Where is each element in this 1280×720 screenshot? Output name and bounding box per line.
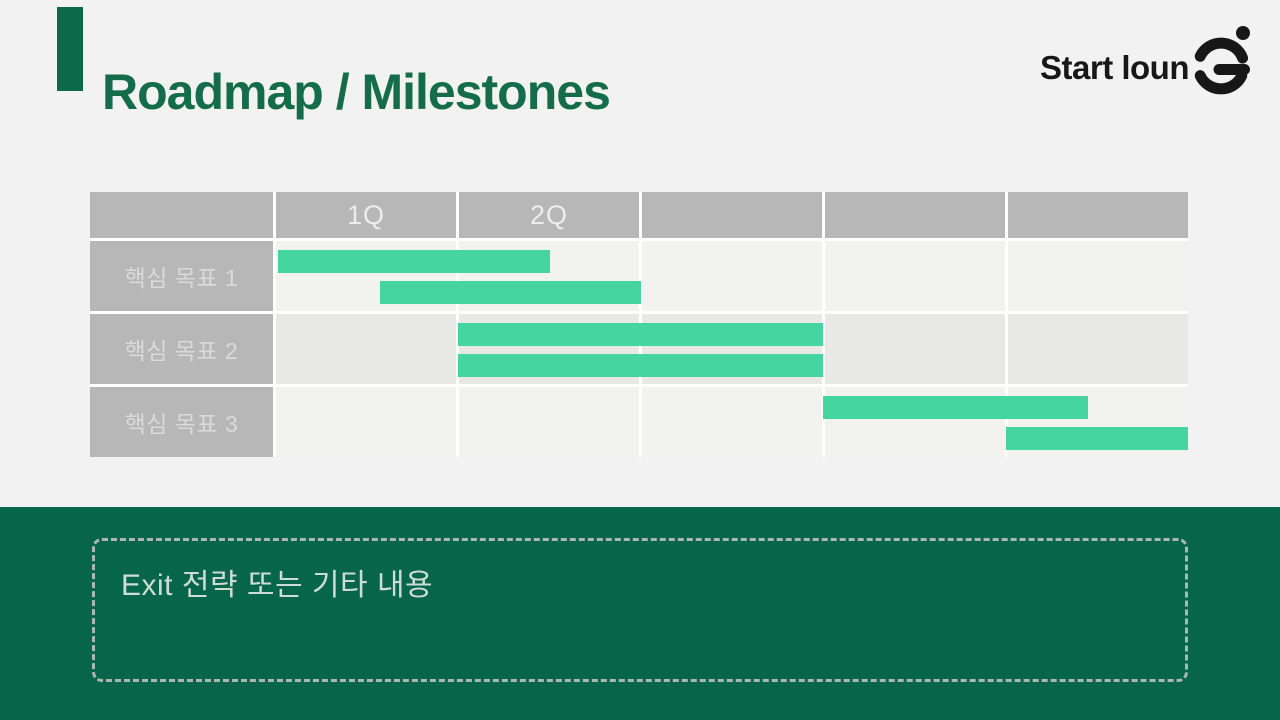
gantt-row-track-2: [276, 314, 1188, 384]
gantt-cell: [642, 387, 822, 457]
gantt-bar-r2-1: [458, 323, 824, 346]
logo-g-icon: [1194, 26, 1250, 95]
note-text: Exit 전략 또는 기타 내용: [121, 569, 434, 602]
gantt-bar-r3-1: [823, 396, 1088, 419]
gantt-header-cell-3: [642, 192, 822, 238]
gantt-header-cell-5: [1008, 192, 1188, 238]
gantt-cell: [642, 241, 822, 311]
gantt-cell: [825, 241, 1005, 311]
gantt-row-track-1: [276, 241, 1188, 311]
gantt-cell: [1008, 241, 1188, 311]
gantt-row-label-3: 핵심 목표 3: [90, 387, 273, 457]
gantt-corner-cell: [90, 192, 273, 238]
gantt-cell: [1008, 314, 1188, 384]
page-title: Roadmap / Milestones: [102, 63, 611, 120]
gantt-bar-r2-2: [458, 354, 824, 377]
gantt-cell: [276, 314, 456, 384]
gantt-bar-r3-2: [1005, 427, 1188, 450]
logo-text: Start loun: [1040, 49, 1190, 86]
logo: Start loun: [1040, 20, 1255, 102]
note-box: Exit 전략 또는 기타 내용: [92, 538, 1188, 682]
gantt-row-label-1: 핵심 목표 1: [90, 241, 273, 311]
gantt-row-label-2: 핵심 목표 2: [90, 314, 273, 384]
gantt-cell: [459, 387, 639, 457]
gantt-cell: [276, 387, 456, 457]
gantt-bar-r1-1: [277, 250, 550, 273]
gantt-row-track-3: [276, 387, 1188, 457]
title-accent-bar: [57, 7, 83, 91]
gantt-header-cell-2: 2Q: [459, 192, 639, 238]
gantt-header-cell-4: [825, 192, 1005, 238]
gantt-bar-r1-2: [379, 281, 641, 304]
gantt-header-cell-1: 1Q: [276, 192, 456, 238]
footer-band: Exit 전략 또는 기타 내용: [0, 507, 1280, 720]
gantt-table: 1Q 2Q 핵심 목표 1 핵심 목표 2 핵심 목표 3: [90, 192, 1188, 457]
gantt-cell: [825, 314, 1005, 384]
